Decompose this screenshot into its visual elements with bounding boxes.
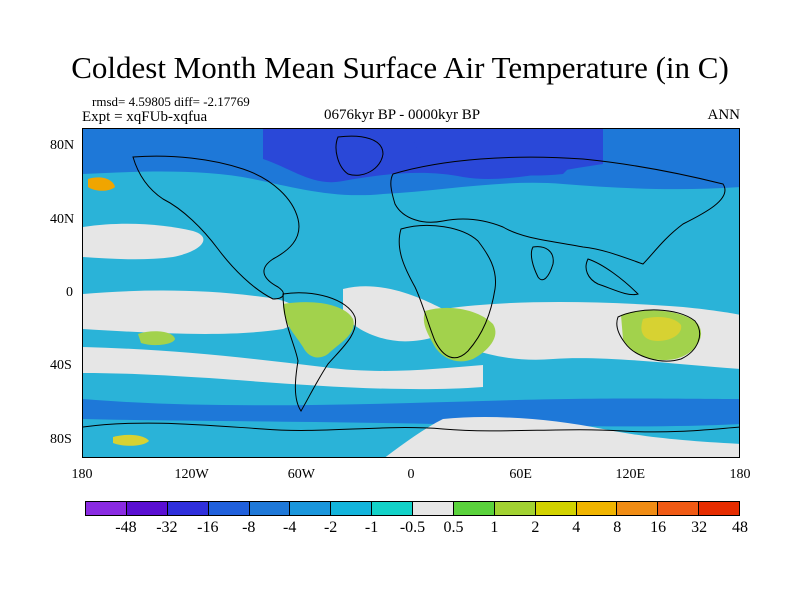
colorbar-swatch xyxy=(494,502,536,515)
lat-label: 0 xyxy=(66,285,73,300)
southern-africa-warm xyxy=(423,307,496,362)
lon-label: 180 xyxy=(71,467,93,482)
colorbar-swatch xyxy=(576,502,618,515)
stats-text: rmsd= 4.59805 diff= -2.17769 xyxy=(92,94,250,109)
coast-australia xyxy=(616,309,700,362)
lon-label: 120W xyxy=(174,467,209,482)
colorbar-swatch xyxy=(413,502,454,515)
colorbar-label: -32 xyxy=(156,519,178,536)
north-pacific-orange-spot xyxy=(88,177,115,191)
temperature-map xyxy=(83,129,739,457)
colorbar-label: 16 xyxy=(650,519,667,536)
colorbar-label: -16 xyxy=(197,519,219,536)
colorbar-label: 8 xyxy=(613,519,622,536)
colorbar-swatch xyxy=(331,502,373,515)
colorbar-label: -2 xyxy=(323,519,338,536)
lon-label: 60W xyxy=(287,467,315,482)
colorbar-label: -1 xyxy=(364,519,379,536)
colorbar-label: -4 xyxy=(283,519,297,536)
map-title: Coldest Month Mean Surface Air Temperatu… xyxy=(71,50,729,85)
colorbar-swatch xyxy=(535,502,577,515)
pacific-warm-patch xyxy=(138,331,175,346)
colorbar-swatch xyxy=(249,502,291,515)
coast-antarctica xyxy=(83,422,739,433)
map-panel xyxy=(82,128,740,458)
coast-greenland xyxy=(335,135,384,176)
colorbar-swatch xyxy=(290,502,332,515)
colorbar-label: -48 xyxy=(115,519,137,536)
colorbar-label: 2 xyxy=(531,519,540,536)
colorbar-label: 4 xyxy=(572,519,581,536)
colorbar-swatch xyxy=(372,502,413,515)
colorbar-swatch xyxy=(617,502,659,515)
lat-label: 80S xyxy=(50,431,72,447)
coast-eurasia xyxy=(390,156,726,265)
colorbar-label: -8 xyxy=(242,519,256,536)
north-pacific-neutral xyxy=(83,223,204,260)
season-label: ANN xyxy=(707,107,741,123)
colorbar-label: 1 xyxy=(490,519,499,536)
tropical-neutral-band xyxy=(83,290,301,334)
colorbar-swatch xyxy=(167,502,209,515)
coast-southeast-asia xyxy=(585,258,639,296)
australia-warm-core xyxy=(641,317,682,341)
arctic-coldest-east xyxy=(413,137,583,176)
colorbar-swatch xyxy=(658,502,700,515)
colorbar-label: 48 xyxy=(732,519,748,536)
colorbar-swatch xyxy=(208,502,250,515)
lon-label: 0 xyxy=(407,467,415,482)
colorbar-swatch xyxy=(126,502,168,515)
antarctic-warm-patch xyxy=(113,434,149,446)
coast-africa xyxy=(398,224,497,359)
colorbar-label: 0.5 xyxy=(443,519,464,536)
lat-label: 80N xyxy=(50,138,75,154)
colorbar-swatch xyxy=(699,502,739,515)
colorbar-label: -0.5 xyxy=(399,519,426,536)
experiment-label: Expt = xqFUb-xqfua xyxy=(82,109,208,125)
coast-north-america xyxy=(132,155,300,300)
colorbar-label: 32 xyxy=(691,519,708,536)
southern-neutral-band xyxy=(83,347,483,390)
colorbar-swatch xyxy=(86,502,127,515)
lat-label: 40N xyxy=(50,211,75,227)
colorbar-swatch xyxy=(453,502,495,515)
antarctic-neutral-patches xyxy=(385,417,739,457)
lon-label: 60E xyxy=(509,467,532,482)
lon-label: 120E xyxy=(615,467,646,482)
lat-label: 40S xyxy=(50,358,72,374)
coastlines xyxy=(83,135,739,433)
coast-india xyxy=(530,246,554,281)
southern-ocean-cold-strip xyxy=(83,398,739,427)
lon-label: 180 xyxy=(729,467,751,482)
colorbar xyxy=(85,501,740,516)
period-label: 0676kyr BP - 0000kyr BP xyxy=(324,107,481,123)
atlantic-neutral-band xyxy=(343,286,452,342)
coast-south-america xyxy=(282,292,357,412)
south-america-warm xyxy=(283,302,354,358)
